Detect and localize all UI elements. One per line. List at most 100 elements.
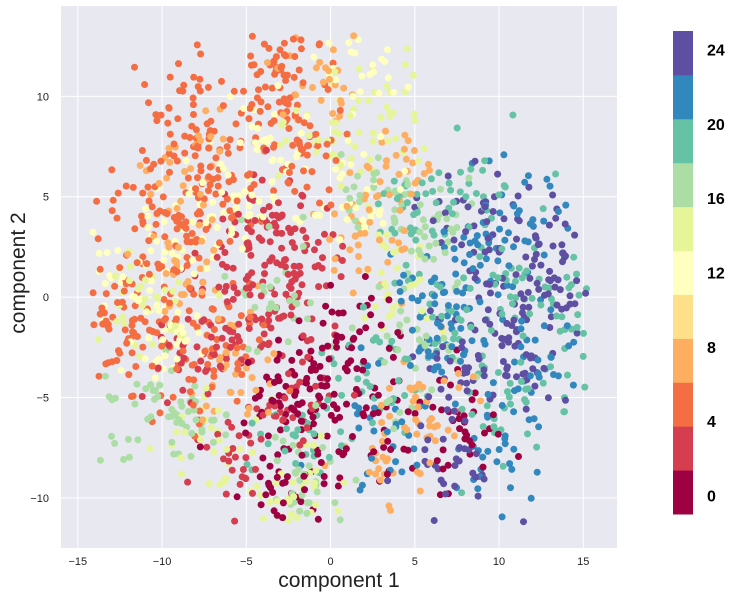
data-point <box>335 309 343 317</box>
data-point <box>276 402 284 410</box>
data-point <box>173 355 181 363</box>
data-point <box>512 271 520 279</box>
data-point <box>142 205 150 213</box>
data-point <box>253 482 261 490</box>
data-point <box>329 231 337 239</box>
data-point <box>476 261 484 269</box>
data-point <box>472 473 480 481</box>
data-point <box>162 270 170 277</box>
data-point <box>269 397 277 405</box>
data-point <box>277 64 285 71</box>
data-point <box>153 237 161 245</box>
data-point <box>382 162 390 170</box>
data-point <box>251 394 259 402</box>
data-point <box>429 313 437 321</box>
data-point <box>196 436 204 443</box>
data-point <box>501 440 509 448</box>
data-point <box>384 46 391 54</box>
data-point <box>526 274 534 282</box>
data-point <box>451 255 459 263</box>
data-point <box>383 428 391 436</box>
data-point <box>458 405 466 413</box>
data-point <box>341 364 349 372</box>
data-point <box>136 162 144 169</box>
data-point <box>187 452 195 460</box>
data-point <box>294 410 302 418</box>
data-point <box>486 320 494 328</box>
data-point <box>262 146 270 154</box>
data-point <box>210 246 218 254</box>
data-point <box>95 249 103 257</box>
data-point <box>375 89 383 97</box>
data-point <box>437 185 444 193</box>
data-point <box>131 400 139 408</box>
data-point <box>260 40 268 48</box>
data-point <box>220 455 227 463</box>
data-point <box>517 325 525 333</box>
data-point <box>439 343 447 351</box>
y-axis-title: component 2 <box>7 212 30 333</box>
data-point <box>519 303 527 311</box>
data-point <box>198 425 206 433</box>
data-point <box>307 367 315 374</box>
data-point <box>532 234 540 242</box>
data-point <box>153 209 161 217</box>
data-point <box>185 307 193 315</box>
data-point <box>248 419 256 427</box>
data-point <box>267 484 274 492</box>
data-point <box>489 379 497 387</box>
data-point <box>265 317 273 325</box>
data-point <box>510 408 518 416</box>
data-point <box>275 392 283 399</box>
data-point <box>337 428 345 436</box>
data-point <box>249 489 256 497</box>
data-point <box>301 486 308 494</box>
data-point <box>477 397 484 405</box>
data-point <box>295 66 303 74</box>
data-point <box>471 274 479 282</box>
data-point <box>293 271 301 279</box>
data-point <box>553 312 561 320</box>
data-point <box>288 162 296 170</box>
data-point <box>149 387 157 394</box>
data-point <box>273 276 281 284</box>
data-point <box>146 287 154 294</box>
data-point <box>529 216 537 224</box>
data-point <box>273 473 281 481</box>
data-point <box>267 119 275 127</box>
data-point <box>529 222 537 230</box>
data-point <box>257 435 265 443</box>
data-point <box>476 253 484 261</box>
data-point <box>261 83 269 91</box>
data-point <box>189 256 196 264</box>
data-point <box>144 183 152 191</box>
data-point <box>296 507 304 515</box>
data-point <box>223 445 231 453</box>
data-point <box>515 264 523 272</box>
data-point <box>256 491 264 499</box>
data-point <box>424 160 432 168</box>
data-point <box>234 289 241 297</box>
data-point <box>337 182 345 190</box>
data-point <box>443 406 451 414</box>
data-point <box>195 254 203 262</box>
data-point <box>505 229 512 237</box>
data-point <box>303 424 311 432</box>
data-point <box>233 197 241 205</box>
data-point <box>193 343 201 351</box>
data-point <box>574 311 582 319</box>
data-point <box>507 484 514 492</box>
data-point <box>283 473 291 481</box>
data-point <box>234 210 242 218</box>
data-point <box>396 206 404 214</box>
data-point <box>372 470 380 478</box>
data-point <box>218 188 226 196</box>
data-point <box>471 237 479 245</box>
data-point <box>316 58 324 66</box>
data-point <box>494 274 502 282</box>
data-point <box>391 206 399 214</box>
data-point <box>540 217 548 225</box>
data-point <box>161 286 169 294</box>
data-point <box>496 209 504 217</box>
data-point <box>460 259 468 267</box>
